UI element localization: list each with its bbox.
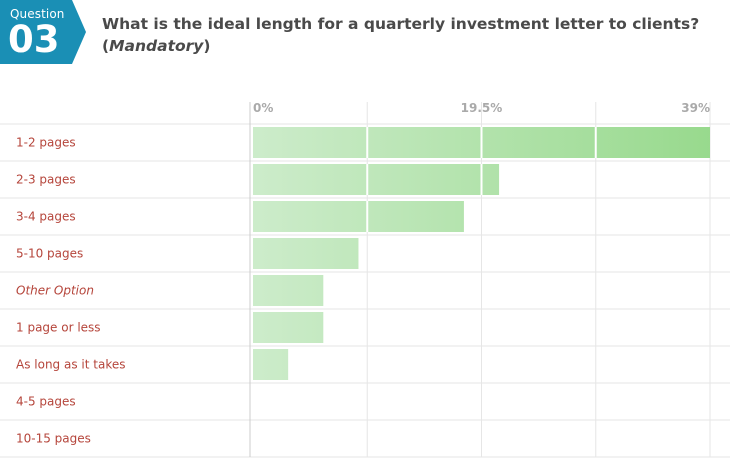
question-label: Question bbox=[10, 7, 65, 21]
mandatory-label: Mandatory bbox=[109, 37, 204, 55]
badge-shape bbox=[0, 0, 86, 64]
bar bbox=[253, 201, 464, 232]
question-badge: Question 03 bbox=[0, 0, 86, 64]
bar bbox=[253, 275, 324, 306]
category-label: 1 page or less bbox=[16, 321, 101, 335]
x-tick-label: 19.5% bbox=[461, 101, 503, 115]
question-number: 03 bbox=[8, 18, 60, 61]
x-tick-label: 39% bbox=[681, 101, 710, 115]
bar bbox=[253, 349, 289, 380]
question-text: What is the ideal length for a quarterly… bbox=[102, 15, 700, 33]
category-label: 3-4 pages bbox=[16, 210, 76, 224]
category-label: 1-2 pages bbox=[16, 136, 76, 150]
category-label: 4-5 pages bbox=[16, 395, 76, 409]
mandatory-open: ( bbox=[102, 37, 110, 55]
category-label: 5-10 pages bbox=[16, 247, 83, 261]
category-label: Other Option bbox=[16, 284, 94, 298]
question-text-block: What is the ideal length for a quarterly… bbox=[102, 13, 722, 57]
category-label: 10-15 pages bbox=[16, 432, 91, 446]
mandatory-close: ) bbox=[203, 37, 211, 55]
category-label: As long as it takes bbox=[16, 358, 125, 372]
category-label: 2-3 pages bbox=[16, 173, 76, 187]
bar bbox=[253, 312, 324, 343]
bar bbox=[253, 164, 500, 195]
bar-chart: 0% 19.5% 39% 1-2 pages 2-3 pages 3-4 pages 5-1… bbox=[0, 101, 730, 458]
x-tick-label: 0% bbox=[253, 101, 273, 115]
bar bbox=[253, 238, 359, 269]
